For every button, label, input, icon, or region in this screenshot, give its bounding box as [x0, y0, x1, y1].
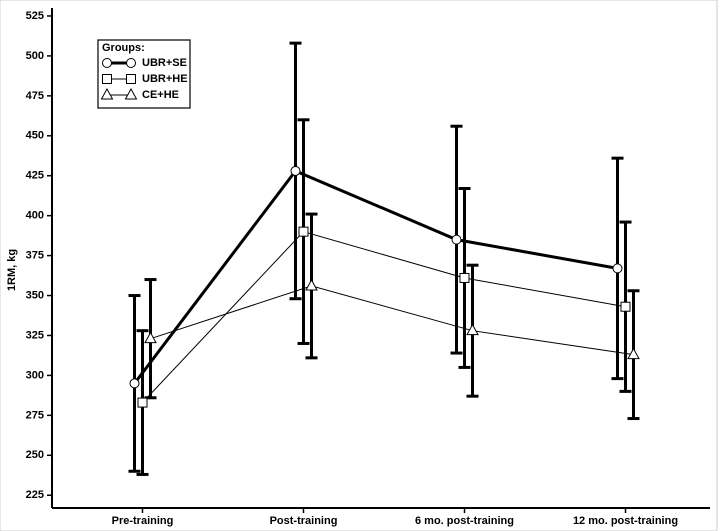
- y-tick-label: 300: [26, 369, 44, 381]
- series-line: [133, 169, 618, 385]
- legend-title: Groups:: [102, 42, 145, 54]
- point: [129, 378, 140, 389]
- point: [466, 323, 479, 336]
- y-tick-label: 450: [26, 130, 44, 142]
- y-tick-label: 475: [26, 90, 44, 102]
- point: [305, 278, 318, 291]
- y-tick-label: 500: [26, 50, 44, 62]
- legend-box: [97, 39, 191, 109]
- point: [459, 272, 470, 283]
- x-tick-label: Pre-training: [112, 515, 174, 527]
- series-line: [150, 285, 634, 356]
- point: [627, 347, 640, 360]
- y-tick-label: 375: [26, 250, 44, 262]
- legend-label: UBR+SE: [142, 57, 187, 69]
- y-tick-label: 425: [26, 170, 44, 182]
- legend-marker: [126, 58, 136, 68]
- x-tick-label: Post-training: [270, 515, 338, 527]
- y-tick-label: 525: [26, 10, 44, 22]
- point: [137, 397, 148, 408]
- y-tick-label: 225: [26, 489, 44, 501]
- y-tick-label: 250: [26, 449, 44, 461]
- point: [612, 263, 623, 274]
- x-tick-label: 6 mo. post-training: [415, 515, 514, 527]
- legend-marker: [102, 58, 112, 68]
- point: [451, 234, 462, 245]
- y-axis-label: 1RM, kg: [6, 249, 18, 291]
- legend-marker: [126, 74, 136, 84]
- x-tick-label: 12 mo. post-training: [573, 515, 678, 527]
- y-tick-label: 400: [26, 210, 44, 222]
- legend-label: UBR+HE: [142, 73, 188, 85]
- point: [620, 301, 631, 312]
- y-tick-label: 275: [26, 409, 44, 421]
- point: [298, 226, 309, 237]
- point: [290, 165, 301, 176]
- legend-label: CE+HE: [142, 89, 179, 101]
- legend-marker: [100, 87, 114, 100]
- legend-marker: [102, 74, 112, 84]
- legend-marker: [124, 87, 138, 100]
- point: [144, 331, 157, 344]
- series-line: [142, 231, 626, 403]
- y-tick-label: 325: [26, 329, 44, 341]
- y-tick-label: 350: [26, 289, 44, 301]
